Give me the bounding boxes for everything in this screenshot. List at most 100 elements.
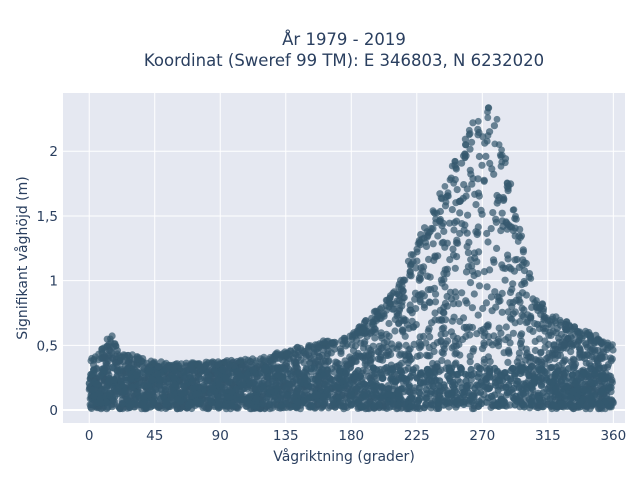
data-point xyxy=(445,374,453,383)
data-point xyxy=(347,401,355,409)
data-point xyxy=(337,349,345,357)
data-point xyxy=(470,249,479,257)
y-tick-label: 1,5 xyxy=(37,209,58,225)
data-point xyxy=(383,307,390,314)
data-point xyxy=(453,186,461,194)
data-point xyxy=(462,377,470,385)
data-point xyxy=(450,300,458,308)
data-point xyxy=(431,298,440,306)
data-point xyxy=(468,304,476,312)
data-point xyxy=(541,337,549,345)
data-point xyxy=(443,265,451,273)
data-point xyxy=(460,323,468,332)
data-point xyxy=(209,384,217,392)
data-point xyxy=(98,345,106,353)
data-point xyxy=(509,206,517,214)
data-point xyxy=(587,335,594,343)
data-point xyxy=(567,394,575,402)
data-point xyxy=(426,333,434,341)
data-point xyxy=(569,371,577,379)
data-point xyxy=(426,299,434,307)
data-point xyxy=(511,232,519,240)
data-point xyxy=(438,325,446,333)
data-point xyxy=(395,389,403,397)
data-point xyxy=(490,391,499,399)
data-point xyxy=(480,332,488,340)
data-point xyxy=(524,318,532,326)
data-point xyxy=(378,374,387,382)
data-point xyxy=(440,342,448,350)
data-point xyxy=(607,383,615,392)
data-point xyxy=(362,401,370,409)
data-point xyxy=(321,381,329,389)
data-point xyxy=(391,327,399,335)
data-point xyxy=(250,379,258,387)
data-point xyxy=(249,355,256,363)
data-point xyxy=(352,385,360,393)
data-point xyxy=(85,379,93,387)
data-point xyxy=(491,288,499,296)
data-point xyxy=(470,271,478,280)
data-point xyxy=(597,388,605,396)
data-point xyxy=(448,206,456,214)
data-point xyxy=(437,330,445,339)
data-point xyxy=(395,306,403,315)
data-point xyxy=(147,357,155,365)
y-tick-label: 0,5 xyxy=(37,338,58,354)
data-point xyxy=(434,252,442,260)
data-point xyxy=(368,378,376,386)
data-point xyxy=(587,395,595,403)
data-point xyxy=(569,402,578,410)
data-point xyxy=(552,369,560,377)
data-point xyxy=(456,209,464,217)
data-point xyxy=(422,400,430,408)
data-point xyxy=(480,176,488,184)
data-point xyxy=(267,387,275,395)
data-point xyxy=(443,337,452,345)
data-point xyxy=(477,388,485,397)
data-point xyxy=(445,364,453,372)
data-point xyxy=(458,289,466,297)
data-point xyxy=(204,404,212,412)
data-point xyxy=(475,192,483,200)
data-point xyxy=(484,114,492,122)
data-point xyxy=(467,256,475,264)
data-point xyxy=(450,342,458,350)
data-point xyxy=(571,379,579,388)
data-point xyxy=(107,347,115,355)
data-point xyxy=(271,392,279,400)
data-point xyxy=(283,349,291,357)
data-point xyxy=(467,371,476,379)
data-point xyxy=(486,266,494,274)
data-point xyxy=(483,283,491,291)
data-point xyxy=(87,401,96,409)
data-point xyxy=(497,227,505,235)
chart-title: År 1979 - 2019 xyxy=(282,30,406,49)
data-point xyxy=(307,401,315,409)
data-point xyxy=(420,301,428,309)
data-point xyxy=(438,348,446,356)
data-point xyxy=(96,396,104,404)
data-point xyxy=(462,268,471,276)
data-point xyxy=(409,323,417,331)
data-point xyxy=(180,382,188,390)
data-point xyxy=(509,365,517,373)
data-point xyxy=(262,366,270,374)
data-point xyxy=(463,242,471,251)
data-point xyxy=(602,397,610,405)
data-point xyxy=(440,309,448,317)
data-point xyxy=(539,403,547,411)
data-point xyxy=(305,352,313,361)
data-point xyxy=(509,280,517,288)
data-point xyxy=(433,363,441,371)
data-point xyxy=(363,352,371,360)
data-point xyxy=(223,358,230,366)
data-point xyxy=(402,341,410,349)
data-point xyxy=(174,395,182,403)
chart-subtitle: Koordinat (Sweref 99 TM): E 346803, N 62… xyxy=(144,51,544,70)
data-point xyxy=(106,389,114,397)
data-point xyxy=(342,369,350,378)
data-point xyxy=(105,378,113,386)
data-point xyxy=(361,338,369,346)
data-point xyxy=(466,145,474,153)
